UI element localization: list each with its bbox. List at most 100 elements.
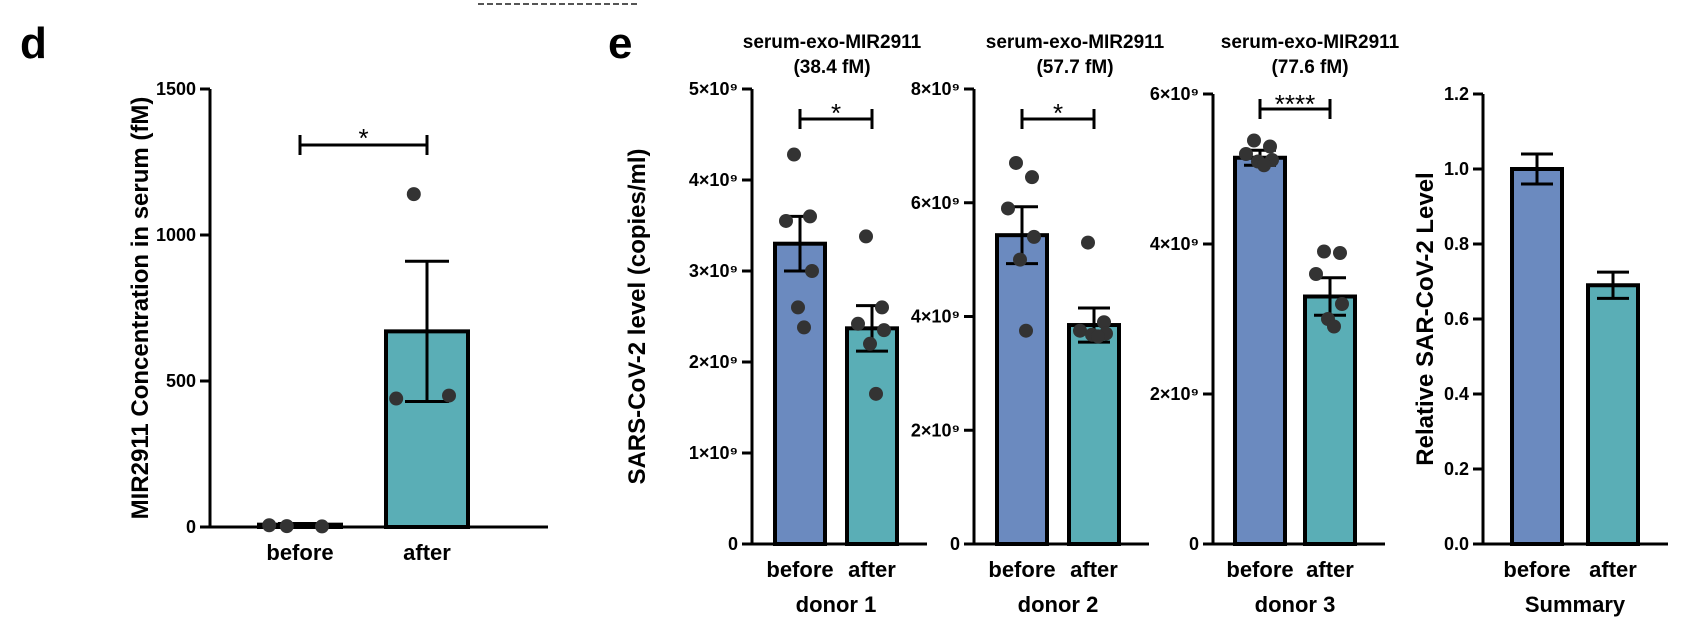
chart3-group: 0 2×10⁹ 4×10⁹ 6×10⁹ 8×10⁹ before after * serum-e… <box>911 32 1165 617</box>
chart3-data-point <box>1097 315 1111 330</box>
chart4-bar-after <box>1303 294 1357 546</box>
chart4-y-tick-label: 6×10⁹ <box>1150 84 1199 104</box>
chart2-data-point <box>787 147 801 162</box>
chart2-data-point <box>779 213 793 228</box>
chart4-bar-before <box>1233 155 1287 546</box>
chart4-data-point <box>1263 139 1277 154</box>
chart4-data-point <box>1335 297 1349 311</box>
chart3-y-tick-label: 4×10⁹ <box>911 307 960 327</box>
chart3-data-point <box>1019 323 1033 338</box>
chart2-bar-before <box>773 241 827 546</box>
chart1-significance-label: * <box>358 123 368 153</box>
chart4-data-point <box>1247 133 1261 148</box>
chart2-title-line1: serum-exo-MIR2911 <box>743 32 922 53</box>
chart3-data-point <box>1073 323 1087 338</box>
chart4-data-point <box>1257 158 1271 173</box>
chart5-y-tick-label: 1.2 <box>1444 84 1469 104</box>
chart2-y-tick-label: 3×10⁹ <box>689 261 738 281</box>
chart2-data-point <box>863 336 877 351</box>
chart4-data-point <box>1239 147 1253 161</box>
chart2-group: 0 1×10⁹ 2×10⁹ 3×10⁹ 4×10⁹ 5×10⁹ before after * SA… <box>624 32 927 617</box>
chart5-y-tick-label: 0.2 <box>1444 459 1469 479</box>
chart5-y-tick-label: 0.0 <box>1444 534 1469 554</box>
chart3-bar-before <box>995 233 1049 546</box>
chart1-data-point <box>389 391 404 406</box>
chart2-data-point <box>805 264 819 278</box>
chart4-data-point <box>1333 246 1347 260</box>
chart2-y-tick-label: 2×10⁹ <box>689 352 738 372</box>
chart3-y-tick-label: 8×10⁹ <box>911 79 960 99</box>
chart4-category-label: before <box>1226 557 1293 582</box>
chart4-y-tick-label: 2×10⁹ <box>1150 384 1199 404</box>
chart4-data-point <box>1309 267 1323 281</box>
chart1-y-axis-label: MIR2911 Concentration in serum (fM) <box>127 97 154 520</box>
chart2-category-label: before <box>766 557 833 582</box>
chart3-y-tick-label: 6×10⁹ <box>911 193 960 213</box>
chart5-category-label: before <box>1503 557 1570 582</box>
chart3-data-point <box>1081 235 1095 250</box>
chart2-data-point <box>875 300 889 315</box>
chart2-y-tick-label: 1×10⁹ <box>689 443 738 463</box>
chart3-title-line1: serum-exo-MIR2911 <box>986 32 1165 53</box>
chart2-y-tick-label: 4×10⁹ <box>689 170 738 190</box>
chart4-title-line2: (77.6 fM) <box>1271 57 1348 78</box>
chart4-significance-label: **** <box>1275 89 1315 119</box>
chart5-y-tick-label: 0.8 <box>1444 234 1469 254</box>
chart3-category-label: before <box>988 557 1055 582</box>
chart1-data-point <box>315 519 329 534</box>
chart3-significance-label: * <box>1053 98 1063 128</box>
chart3-data-point <box>1013 252 1027 267</box>
chart2-data-point <box>791 300 805 315</box>
charts-container: 0 500 1000 1500 before after * MIR2911 Concentr… <box>127 32 1668 617</box>
chart3-title-line2: (57.7 fM) <box>1036 57 1113 78</box>
chart2-data-point <box>851 316 865 331</box>
chart1-category-label: after <box>403 540 451 565</box>
chart3-data-point <box>1027 229 1041 244</box>
chart4-y-tick-label: 0 <box>1189 534 1199 554</box>
chart3-data-point <box>1009 155 1023 170</box>
chart5-y-tick-label: 0.6 <box>1444 309 1469 329</box>
chart4-data-point <box>1327 319 1341 334</box>
chart1-category-label: before <box>266 540 333 565</box>
chart1-data-point <box>442 388 456 403</box>
chart4-group-label: donor 3 <box>1255 592 1336 617</box>
chart5-group-label: Summary <box>1525 592 1626 617</box>
chart1-y-tick-label: 0 <box>186 517 196 537</box>
chart1-group: 0 500 1000 1500 before after * MIR2911 Concentr… <box>127 79 548 565</box>
chart3-data-point <box>1025 170 1039 185</box>
chart4-title-line1: serum-exo-MIR2911 <box>1221 32 1400 53</box>
chart2-y-tick-label: 0 <box>728 534 738 554</box>
chart3-y-tick-label: 0 <box>950 534 960 554</box>
chart5-group: 0.0 0.2 0.4 0.6 0.8 1.0 1.2 before after Relative… <box>1412 84 1668 617</box>
chart2-y-tick-label: 5×10⁹ <box>689 79 738 99</box>
chart1-data-point <box>406 187 421 202</box>
chart5-bar-before <box>1510 167 1564 546</box>
chart4-y-tick-label: 4×10⁹ <box>1150 234 1199 254</box>
chart5-bar-after <box>1586 283 1640 546</box>
chart2-category-label: after <box>848 557 896 582</box>
chart1-data-point <box>279 519 294 534</box>
chart5-y-axis-label: Relative SAR-CoV-2 Level <box>1412 172 1439 465</box>
chart3-category-label: after <box>1070 557 1118 582</box>
chart2-group-label: donor 1 <box>796 592 877 617</box>
chart5-y-tick-label: 1.0 <box>1444 159 1469 179</box>
chart2-bar-after <box>845 326 899 546</box>
chart2-y-axis-label: SARS-CoV-2 level (copies/ml) <box>624 148 651 484</box>
chart3-data-point <box>1001 201 1015 216</box>
chart1-y-tick-label: 1000 <box>156 225 196 245</box>
chart1-data-point <box>262 518 277 533</box>
chart4-data-point <box>1317 244 1331 259</box>
chart3-y-tick-label: 2×10⁹ <box>911 420 960 440</box>
chart1-y-tick-label: 1500 <box>156 79 196 99</box>
chart2-data-point <box>869 386 883 401</box>
chart2-title-line2: (38.4 fM) <box>793 57 870 78</box>
panel-letter-d: d <box>20 19 47 68</box>
chart2-significance-label: * <box>831 98 841 128</box>
chart2-data-point <box>877 323 891 338</box>
chart3-bar-after <box>1067 323 1121 546</box>
chart1-y-tick-label: 500 <box>166 371 196 391</box>
chart5-category-label: after <box>1589 557 1637 582</box>
chart4-group: 0 2×10⁹ 4×10⁹ 6×10⁹ before after **** serum-exo… <box>1150 32 1400 617</box>
chart4-category-label: after <box>1306 557 1354 582</box>
